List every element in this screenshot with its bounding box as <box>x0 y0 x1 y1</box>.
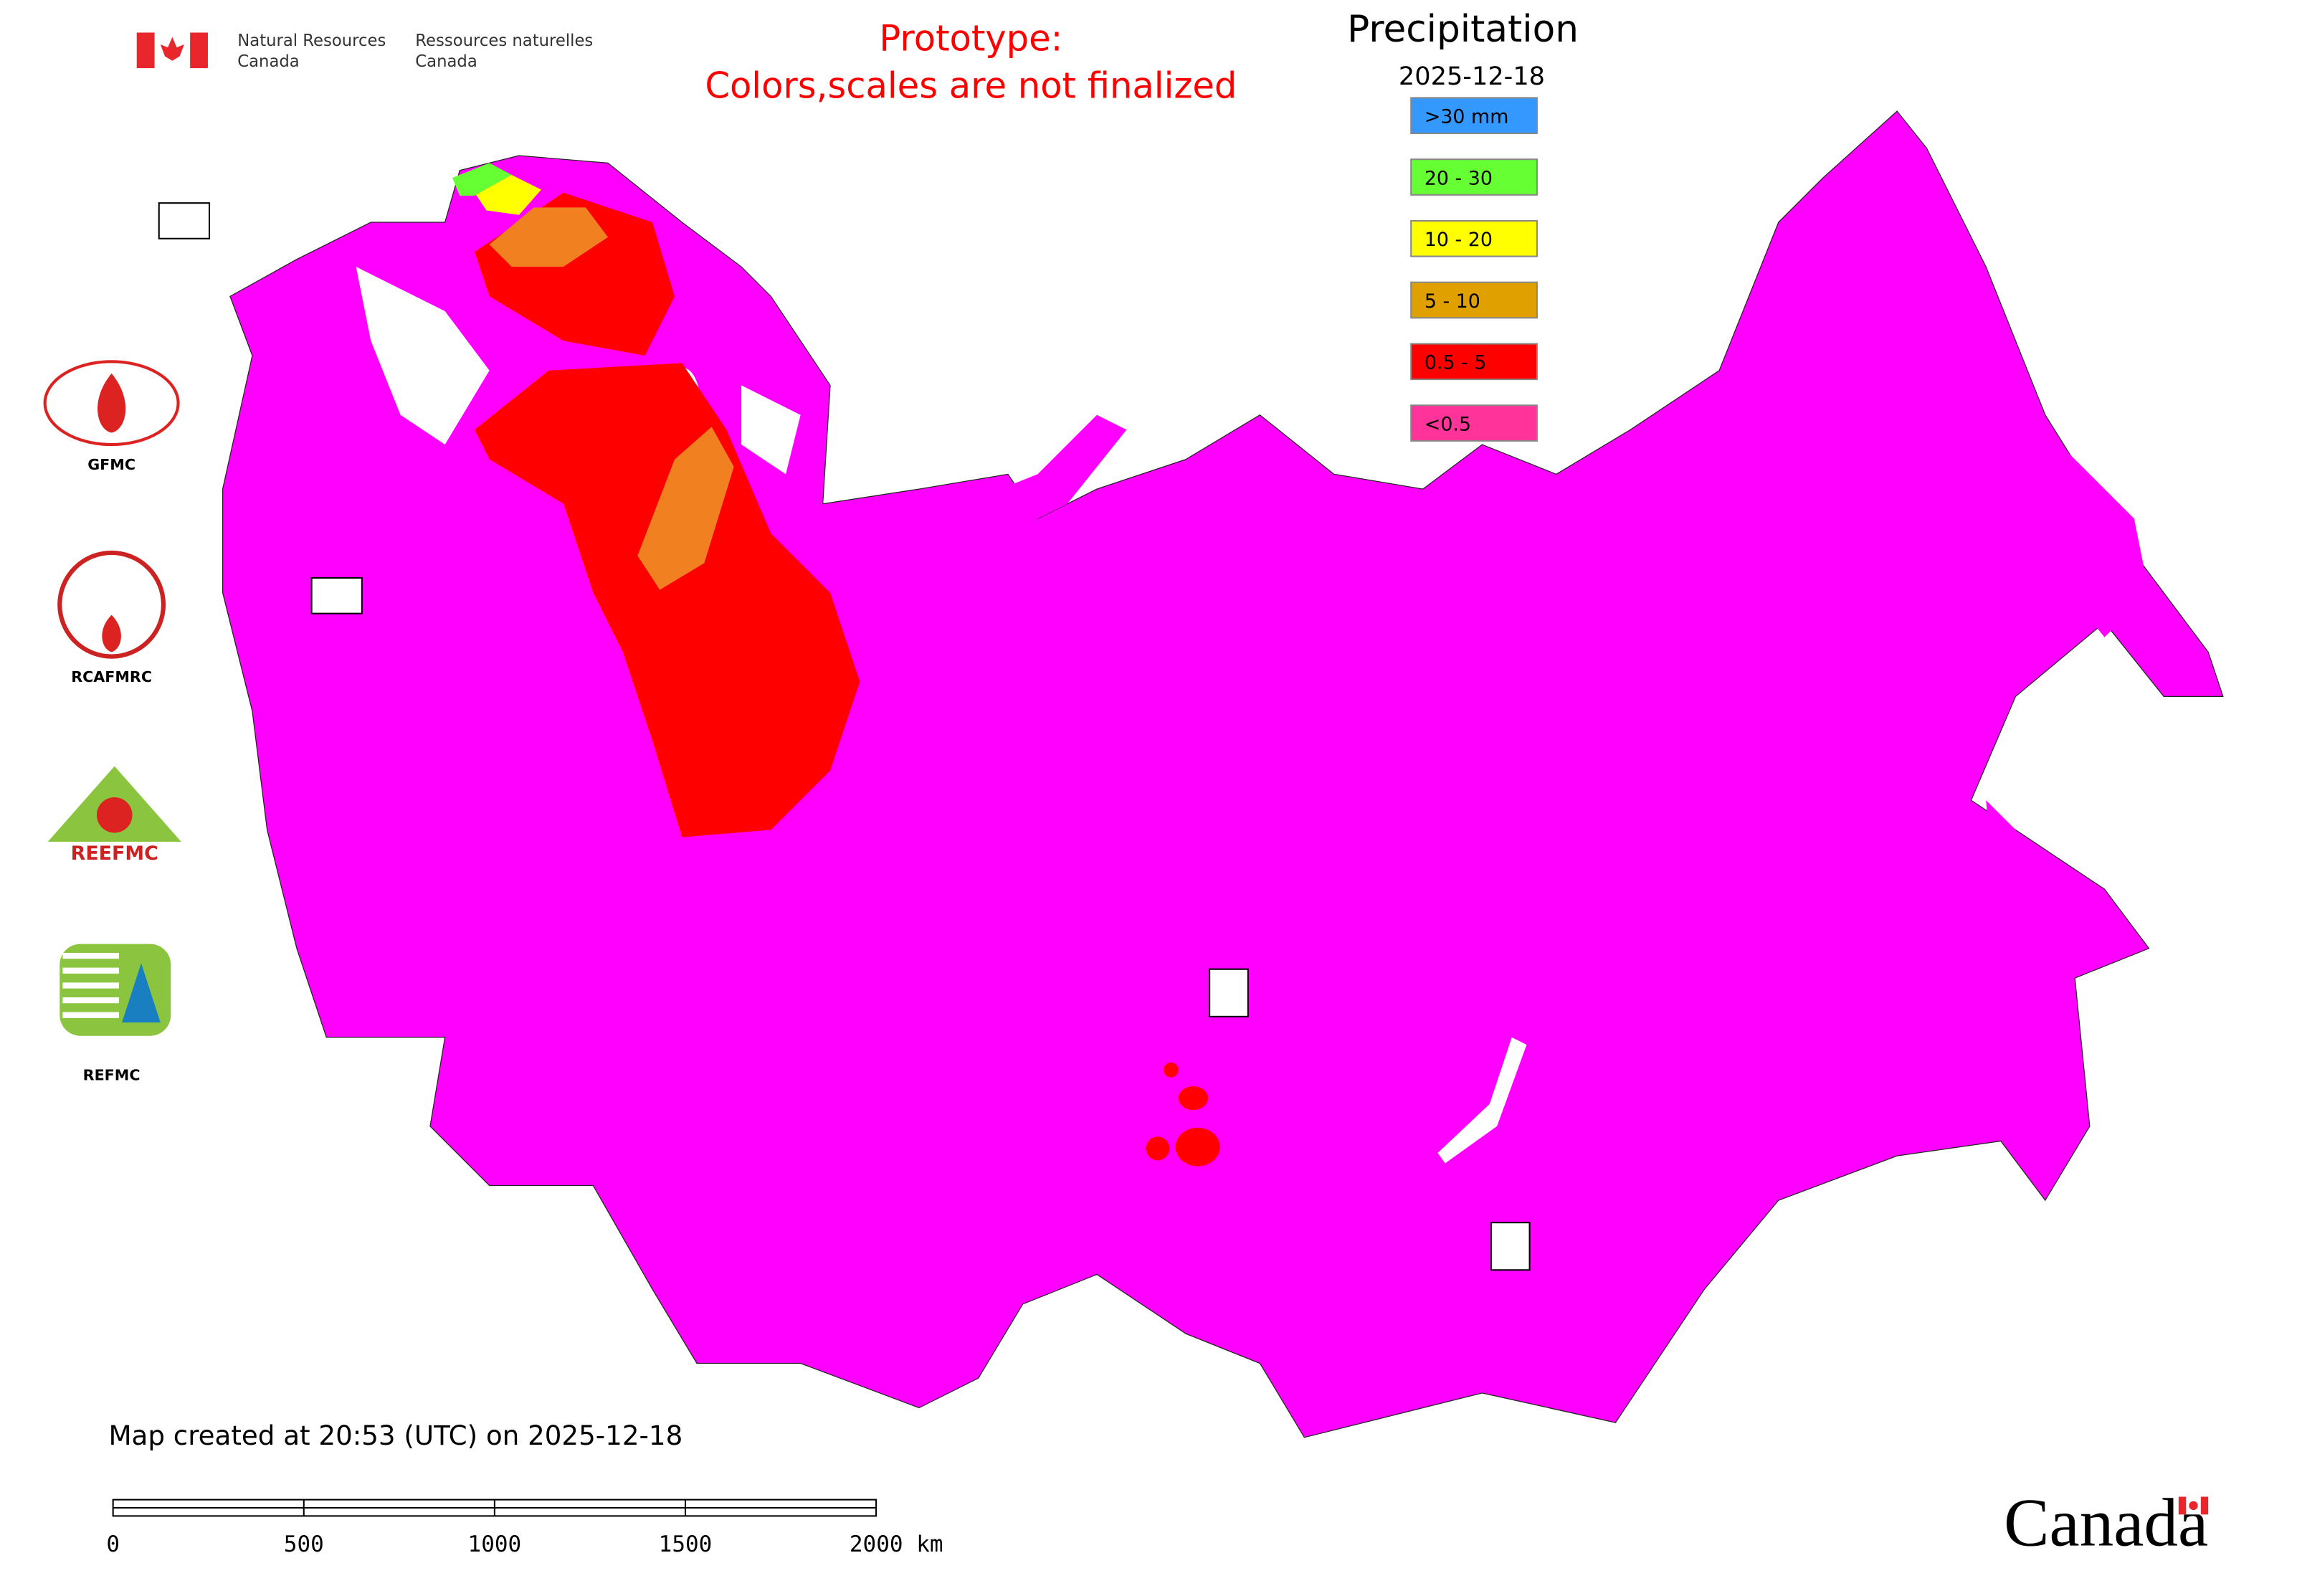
legend-swatch <box>1410 97 1538 135</box>
created-note: Map created at 20:53 (UTC) on 2025-12-18 <box>108 1420 682 1451</box>
lake-baikal <box>1437 1037 1527 1164</box>
scale-bar: 0 500 1000 1500 2000 km <box>106 1498 943 1557</box>
scale-bar-label: 2000 km <box>850 1531 943 1557</box>
legend-label: 5 - 10 <box>1425 290 1480 313</box>
map <box>222 110 2224 1438</box>
refmc-logo-stripes <box>62 952 119 1018</box>
legend-swatch <box>1410 404 1538 442</box>
sakhalin <box>1986 800 2031 949</box>
map-marker <box>158 202 211 239</box>
wordmark: Canada <box>2004 1485 2208 1561</box>
scale-bar-label: 500 <box>284 1531 324 1557</box>
agency-fr: Ressources naturelles <box>415 32 593 50</box>
logo-label: RCAFMRC <box>71 668 152 685</box>
map-marker <box>1490 1222 1531 1271</box>
gfmc-logo-flame <box>97 373 126 433</box>
legend-swatch <box>1410 281 1538 319</box>
novaya-zemlya <box>964 414 1127 534</box>
logo-label: REFMC <box>83 1067 141 1084</box>
rcafmrc-logo-flame <box>102 614 121 652</box>
agency-en: Canada <box>237 52 299 71</box>
agency-signature: Natural Resources Canada Ressources natu… <box>136 32 593 71</box>
water-baltic <box>356 267 490 445</box>
scale-bar-label: 1000 <box>468 1531 522 1557</box>
scale-bar-label: 1500 <box>659 1531 713 1557</box>
legend-title: Precipitation <box>1347 8 1579 51</box>
flag-bar <box>136 32 155 69</box>
wordmark-flag-leaf <box>2189 1501 2198 1511</box>
notice: Prototype: <box>879 17 1062 59</box>
maple-leaf <box>160 37 184 61</box>
agency-en: Natural Resources <box>237 32 386 50</box>
map-marker <box>310 577 363 614</box>
legend-date: 2025-12-18 <box>1399 62 1545 91</box>
precip-05-5-south <box>474 363 860 837</box>
agency-fr: Canada <box>415 52 477 71</box>
flag-bar <box>190 32 208 69</box>
legend-label: 10 - 20 <box>1425 229 1493 251</box>
logos: GFMC RCAFMRC REEFMC REFMC <box>43 202 1531 1271</box>
precip-spot <box>1146 1136 1170 1161</box>
legend-swatch <box>1410 343 1538 381</box>
notice: Colors,scales are not finalized <box>705 65 1237 106</box>
precip-5-10-north <box>489 207 608 267</box>
precip-spot <box>1178 1086 1209 1111</box>
legend-label: 0.5 - 5 <box>1425 352 1487 374</box>
refmc-logo-tree <box>122 963 161 1023</box>
precip-20-30 <box>452 163 512 196</box>
logo-label: GFMC <box>87 456 135 473</box>
scale-bar-label: 0 <box>106 1531 120 1557</box>
legend-label: >30 mm <box>1425 106 1509 128</box>
precip-spot <box>1175 1127 1220 1167</box>
legend-label: 20 - 30 <box>1425 167 1493 189</box>
legend-swatch <box>1410 158 1538 196</box>
legend-label: <0.5 <box>1425 413 1471 435</box>
reefmc-logo-flame <box>96 797 133 833</box>
logo-label: REEFMC <box>71 842 158 865</box>
wordmark-flag-bar <box>2178 1496 2187 1515</box>
precip-spot <box>1164 1062 1179 1078</box>
map-marker <box>1209 968 1249 1017</box>
rcafmrc-logo <box>57 550 166 659</box>
wordmark-flag-bar <box>2200 1496 2209 1515</box>
legend: >30 mm 20 - 30 10 - 20 5 - 10 0.5 - 5 <0.5 <box>1410 97 1538 442</box>
legend-swatch <box>1410 219 1538 257</box>
precip-5-10 <box>637 427 734 590</box>
